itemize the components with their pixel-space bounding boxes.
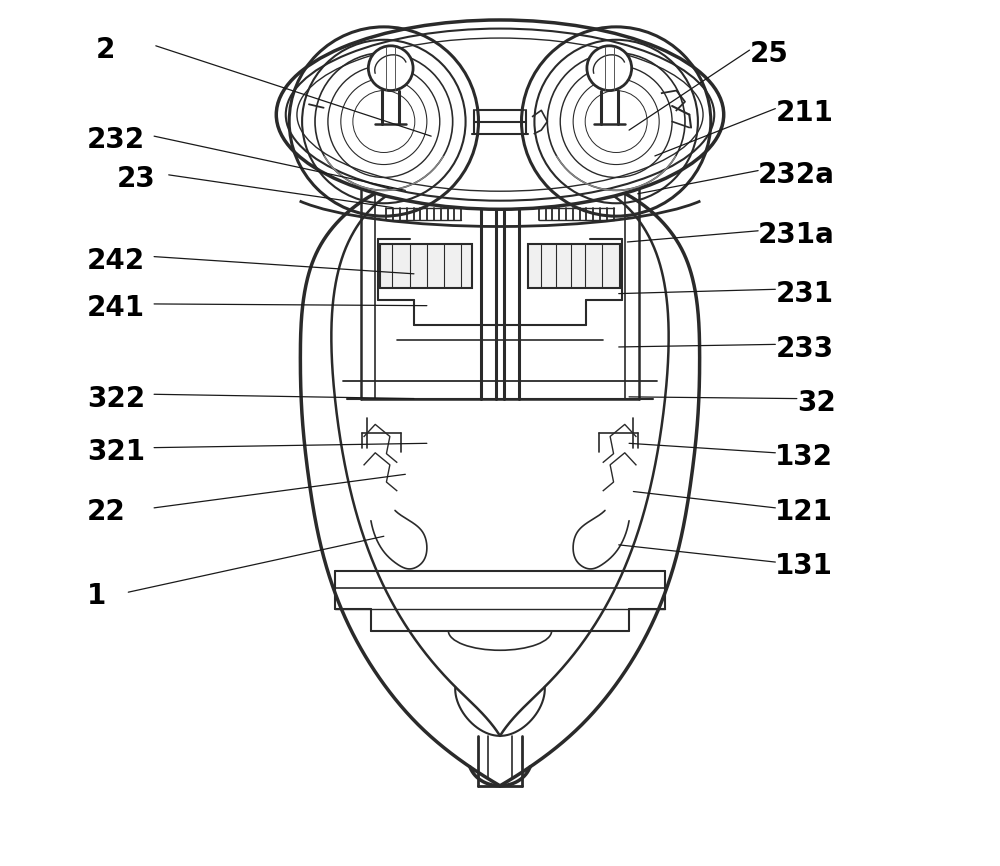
Text: 233: 233 — [775, 334, 833, 363]
Text: 121: 121 — [775, 498, 833, 527]
Text: 232: 232 — [87, 126, 145, 154]
Text: 132: 132 — [775, 443, 833, 471]
Text: 232a: 232a — [758, 161, 835, 189]
Circle shape — [587, 46, 632, 91]
Text: 231a: 231a — [758, 221, 835, 249]
Text: 2: 2 — [96, 36, 115, 64]
Text: 241: 241 — [87, 294, 145, 322]
Ellipse shape — [276, 20, 724, 210]
Circle shape — [368, 46, 413, 91]
Text: 23: 23 — [117, 165, 156, 193]
Text: 242: 242 — [87, 247, 145, 275]
Text: 231: 231 — [775, 280, 833, 307]
Text: 211: 211 — [775, 99, 833, 127]
Text: 22: 22 — [87, 498, 126, 527]
Bar — [528, 243, 620, 288]
Text: 25: 25 — [750, 41, 788, 68]
Text: 131: 131 — [775, 553, 833, 580]
Text: 321: 321 — [87, 438, 145, 466]
Text: 1: 1 — [87, 583, 106, 611]
Text: 32: 32 — [797, 389, 836, 417]
Text: 322: 322 — [87, 385, 145, 412]
Bar — [380, 243, 472, 288]
